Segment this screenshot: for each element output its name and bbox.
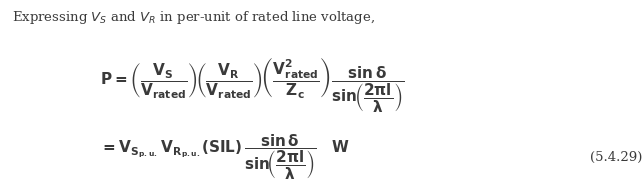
Text: Expressing $V_S$ and $V_R$ in per-unit of rated line voltage,: Expressing $V_S$ and $V_R$ in per-unit o… bbox=[12, 9, 374, 26]
Text: (5.4.29): (5.4.29) bbox=[590, 151, 642, 164]
Text: $\mathbf{= V_{S_{p.u.}}\,V_{R_{p.u.}}(SIL)\,\dfrac{sin\,\delta}{sin\!\left(\dfra: $\mathbf{= V_{S_{p.u.}}\,V_{R_{p.u.}}(SI… bbox=[100, 133, 349, 182]
Text: $\mathbf{P = \left(\dfrac{V_S}{V_{rated}}\right)\!\left(\dfrac{V_R}{V_{rated}}\r: $\mathbf{P = \left(\dfrac{V_S}{V_{rated}… bbox=[100, 55, 404, 115]
